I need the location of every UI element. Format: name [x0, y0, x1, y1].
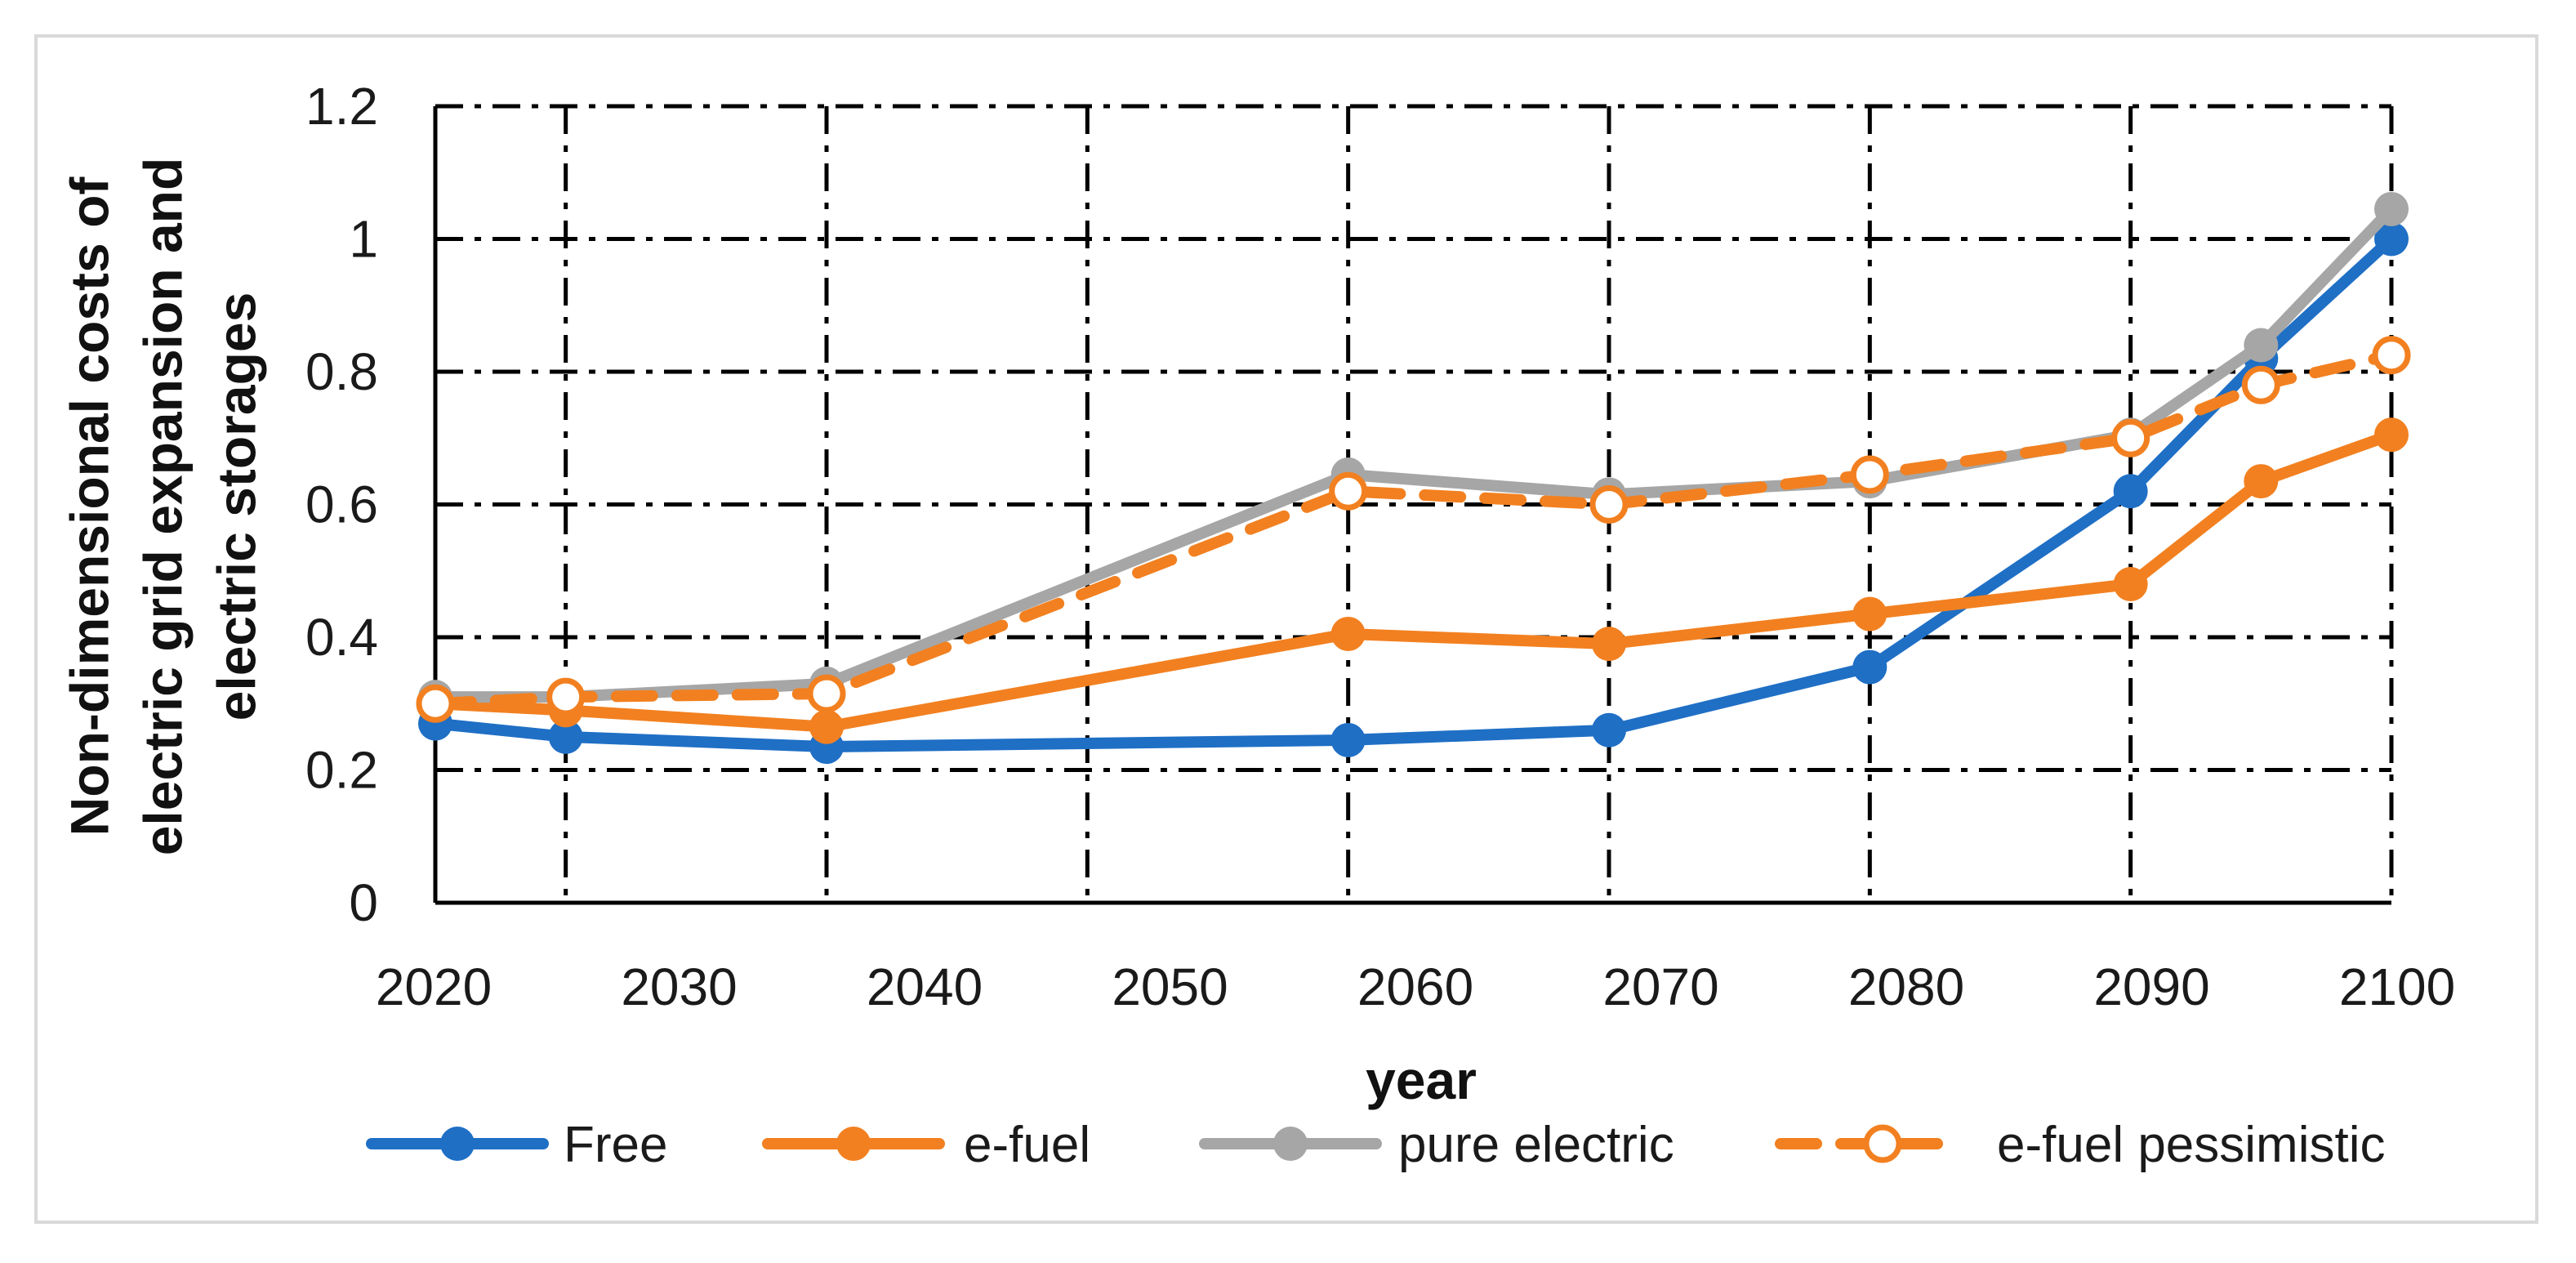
data-point — [1589, 485, 1629, 524]
data-point — [2372, 336, 2411, 375]
data-point — [2113, 474, 2148, 509]
data-point — [2244, 464, 2279, 499]
data-point — [1329, 471, 1368, 511]
x-tick-label: 2070 — [1602, 957, 1718, 1016]
data-point — [1592, 712, 1626, 748]
y-tick-label: 0.2 — [305, 741, 378, 800]
series-e-fuel-pessimistic — [416, 336, 2411, 723]
y-tick-label: 0 — [349, 873, 378, 932]
y-tick-label: 1 — [349, 210, 378, 269]
grid-lines — [435, 104, 2394, 903]
y-tick-label: 1.2 — [305, 77, 378, 136]
data-point — [2111, 418, 2150, 457]
x-tick-label: 2050 — [1112, 957, 1228, 1016]
x-tick-label: 2090 — [2093, 957, 2209, 1016]
y-tick-label: 0.6 — [305, 475, 378, 534]
x-tick-label: 2030 — [621, 957, 737, 1016]
data-point — [546, 677, 586, 716]
x-tick-labels: 2020 2030 2040 2050 2060 2070 2080 2090 2100 — [376, 957, 2455, 1016]
y-axis-title-line: Non-dimensional costs of — [59, 176, 119, 837]
data-point — [1592, 627, 1626, 662]
data-point — [2241, 365, 2280, 404]
legend-label: Free — [564, 1117, 667, 1173]
x-tick-label: 2020 — [376, 957, 492, 1016]
legend-label: e-fuel — [964, 1117, 1090, 1173]
data-point — [2244, 328, 2279, 363]
x-tick-label: 2060 — [1357, 957, 1473, 1016]
legend-swatch-marker — [1273, 1127, 1308, 1161]
y-axis-title-line: electric grid expansion and — [132, 158, 193, 856]
legend-swatch-marker — [440, 1127, 475, 1161]
data-point — [2113, 567, 2148, 601]
legend-item: e-fuel — [762, 1117, 1090, 1173]
series-group — [416, 191, 2411, 765]
y-axis-title: Non-dimensional costs of electric grid ex… — [59, 158, 266, 856]
data-point — [1330, 722, 1366, 757]
y-tick-labels: 0 0.2 0.4 0.6 0.8 1 1.2 — [305, 77, 378, 932]
series-line — [430, 233, 2397, 753]
series-Free — [418, 221, 2409, 765]
axes — [433, 106, 2391, 905]
legend-item: e-fuel pessimistic — [1775, 1117, 2385, 1173]
legend-item: pure electric — [1199, 1117, 1674, 1173]
legend-label: e-fuel pessimistic — [1997, 1117, 2385, 1173]
x-tick-label: 2040 — [867, 957, 983, 1016]
data-point — [807, 674, 846, 713]
legend-item: Free — [366, 1117, 667, 1173]
data-point — [2374, 191, 2409, 226]
chart-frame — [34, 34, 2538, 1224]
data-point — [548, 719, 583, 754]
data-point — [2374, 221, 2409, 257]
data-point — [2374, 417, 2409, 453]
x-tick-label: 2080 — [1848, 957, 1964, 1016]
series-line — [430, 203, 2397, 703]
x-tick-label: 2100 — [2339, 957, 2455, 1016]
data-point — [416, 684, 455, 723]
y-tick-label: 0.8 — [305, 342, 378, 401]
legend-swatch-marker — [836, 1127, 871, 1161]
data-point — [809, 709, 844, 744]
y-tick-label: 0.4 — [305, 608, 378, 667]
legend: Free e-fuel pure electric e-fuel pessimisti… — [366, 1117, 2385, 1173]
legend-swatch-marker — [1863, 1124, 1902, 1163]
data-point — [1852, 596, 1887, 632]
data-point — [1852, 649, 1887, 685]
legend-label: pure electric — [1398, 1117, 1674, 1173]
data-point — [1850, 455, 1889, 494]
y-axis-title-line: electric storages — [206, 292, 266, 721]
x-axis-title: year — [1366, 1050, 1477, 1110]
series-line — [430, 349, 2397, 710]
data-point — [1330, 616, 1366, 651]
